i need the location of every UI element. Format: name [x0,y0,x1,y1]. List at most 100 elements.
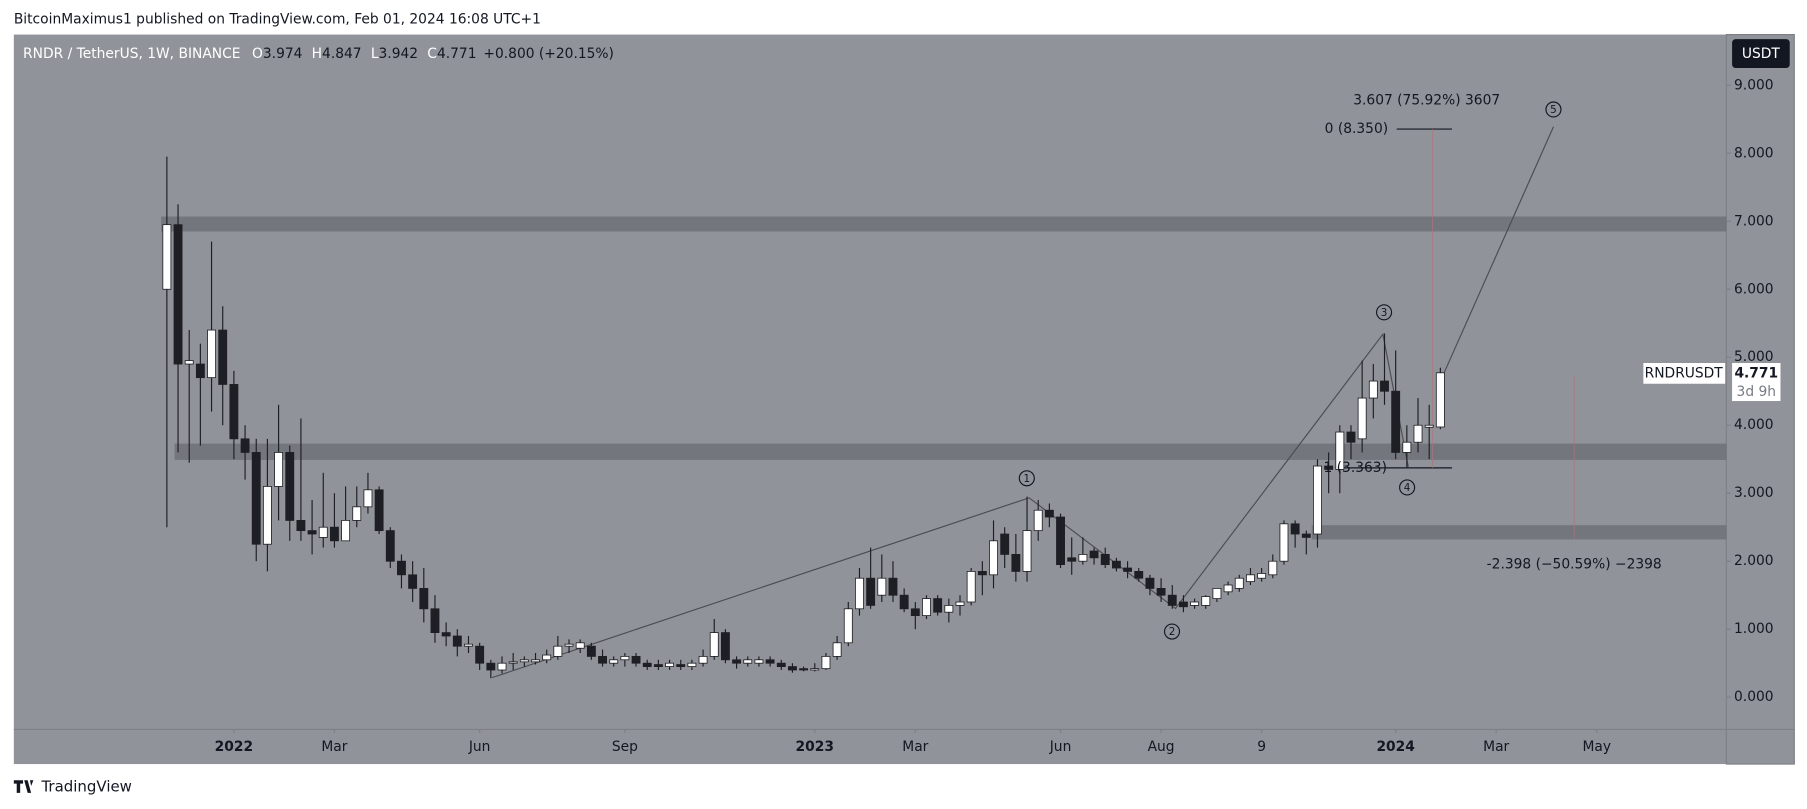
candle-body [1246,574,1255,583]
candle-body [732,659,742,664]
candle-body [1044,509,1054,518]
candle-body [575,642,585,649]
wave-line [491,332,1409,679]
wave-label: 5 [1550,104,1557,116]
header-item: 3.942 [379,46,419,62]
candle-body [653,664,663,667]
wave-circle [1163,623,1181,640]
candle-body [497,662,507,671]
candle-body [1335,431,1345,470]
candle-body [441,632,451,637]
annotation: 1 (3.363) [1323,460,1387,476]
candle-body [1268,560,1278,576]
candle-body [408,574,418,589]
candle-body [1078,554,1088,562]
candle-body [1011,554,1021,572]
candle-body [385,530,395,562]
candle-body [508,661,518,664]
candle-body [1167,594,1177,606]
y-tick-label: 7.000 [1734,213,1774,229]
countdown: 3d 9h [1737,384,1777,400]
candle-body [1056,516,1065,566]
candle-body [933,598,943,613]
header-item: L [371,46,379,62]
ticker: RNDRUSDT [1645,365,1724,381]
candle-body [966,571,976,603]
candle-body [1178,601,1188,608]
x-tick-label: 9 [1257,739,1266,755]
candle-body [374,489,384,532]
candle-body [1357,397,1367,440]
y-tick-label: 6.000 [1734,281,1774,297]
header-item: +0.800 (+20.15%) [483,46,614,62]
candle-body [922,598,931,617]
candle-body [1380,380,1389,392]
candle-body [1402,441,1412,453]
candle-body [173,224,183,365]
candle-body [1424,424,1434,428]
candle-body [1223,584,1233,593]
wave-label: 1 [1024,473,1031,485]
candle-body [251,452,261,545]
candle-body [676,664,686,667]
candle-body [475,645,485,664]
candle-body [855,577,864,610]
annotation: 3.607 (75.92%) 3607 [1353,92,1500,108]
candle-body [1022,530,1032,572]
candle-body [899,594,909,610]
brand: TradingView [40,778,131,796]
candle-body [586,645,596,657]
candle-body [184,360,194,365]
candle-body [262,486,272,545]
candle-body [531,659,540,663]
candle-body [195,363,205,379]
candle-body [598,655,607,664]
candle-body [341,520,351,542]
annotation: 0 (8.350) [1325,121,1389,137]
candle-body [542,654,552,661]
candle-body [642,662,652,667]
x-tick-label: 2023 [796,739,834,755]
candle-body [955,601,965,606]
header-item: H [312,46,322,62]
zone [174,443,1727,460]
candle-body [564,643,574,647]
candle-body [977,571,987,576]
y-tick-label: 5.000 [1734,349,1774,365]
last-price: 4.771 [1734,365,1778,381]
candle-body [1301,533,1311,538]
candle-body [363,489,373,508]
candle-body [218,329,228,385]
x-tick-label: Jun [468,739,491,755]
candle-body [1290,523,1300,535]
candle-body [1134,571,1144,579]
candle-body [430,608,440,634]
candle-body [1435,372,1445,428]
candle-body [1089,550,1099,559]
candle-body [1100,554,1110,566]
zone [161,216,1727,232]
currency: USDT [1742,46,1781,62]
candle-body [944,605,954,613]
candle-body [452,635,462,647]
candle-body [162,224,172,290]
candle-body [888,577,898,596]
logo [13,780,34,793]
candle-body [788,666,797,671]
candle-body [1190,601,1200,606]
candle-body [1313,465,1322,535]
candle-body [486,662,496,671]
candle-body [1156,588,1166,596]
x-tick-label: Sep [612,739,638,755]
candle-body [1257,573,1267,579]
x-tick-label: Aug [1148,739,1175,755]
chart-frame [13,34,1795,765]
y-tick-label: 0.000 [1734,689,1774,705]
candle-body [1346,431,1356,443]
header-item: O [252,46,263,62]
x-tick-label: Mar [321,739,347,755]
candle-body [631,655,641,664]
candle-body [665,662,674,667]
candle-body [832,642,842,657]
